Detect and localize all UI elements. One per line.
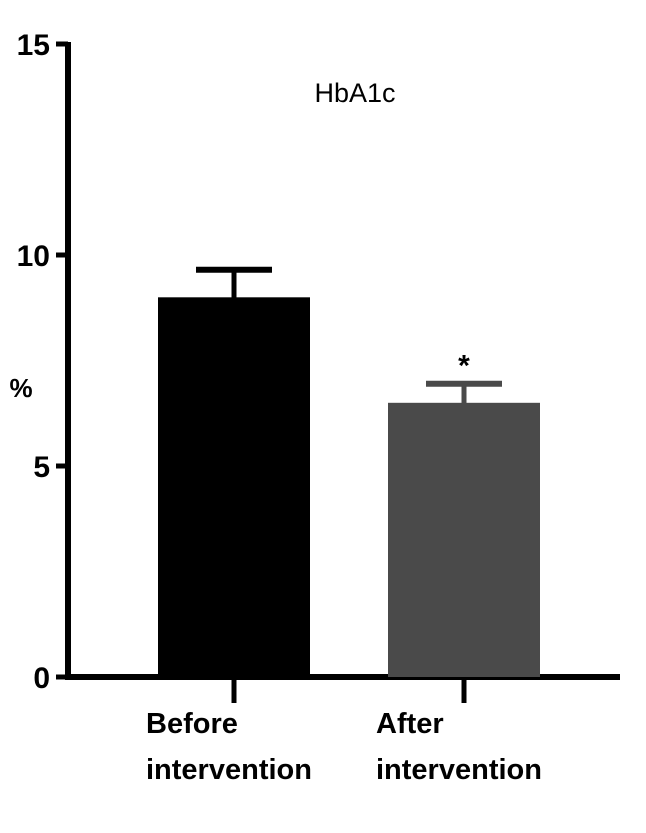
y-tick-label: 15: [17, 29, 50, 62]
plot-area: 0 5 10 15 Before intervention After interventio…: [17, 29, 620, 786]
x-category-label: intervention: [146, 754, 312, 786]
bar: [158, 297, 310, 677]
y-tick-label: 10: [17, 240, 50, 273]
x-category-label: intervention: [376, 754, 542, 786]
chart-title: HbA1c: [314, 78, 395, 108]
y-axis-label: %: [9, 373, 32, 403]
x-category-label: Before: [146, 708, 238, 740]
y-tick-label: 0: [33, 662, 50, 695]
bar: [388, 402, 540, 677]
significance-marker: *: [458, 350, 470, 383]
y-tick-label: 5: [33, 451, 50, 484]
x-category-label: After: [376, 708, 444, 740]
